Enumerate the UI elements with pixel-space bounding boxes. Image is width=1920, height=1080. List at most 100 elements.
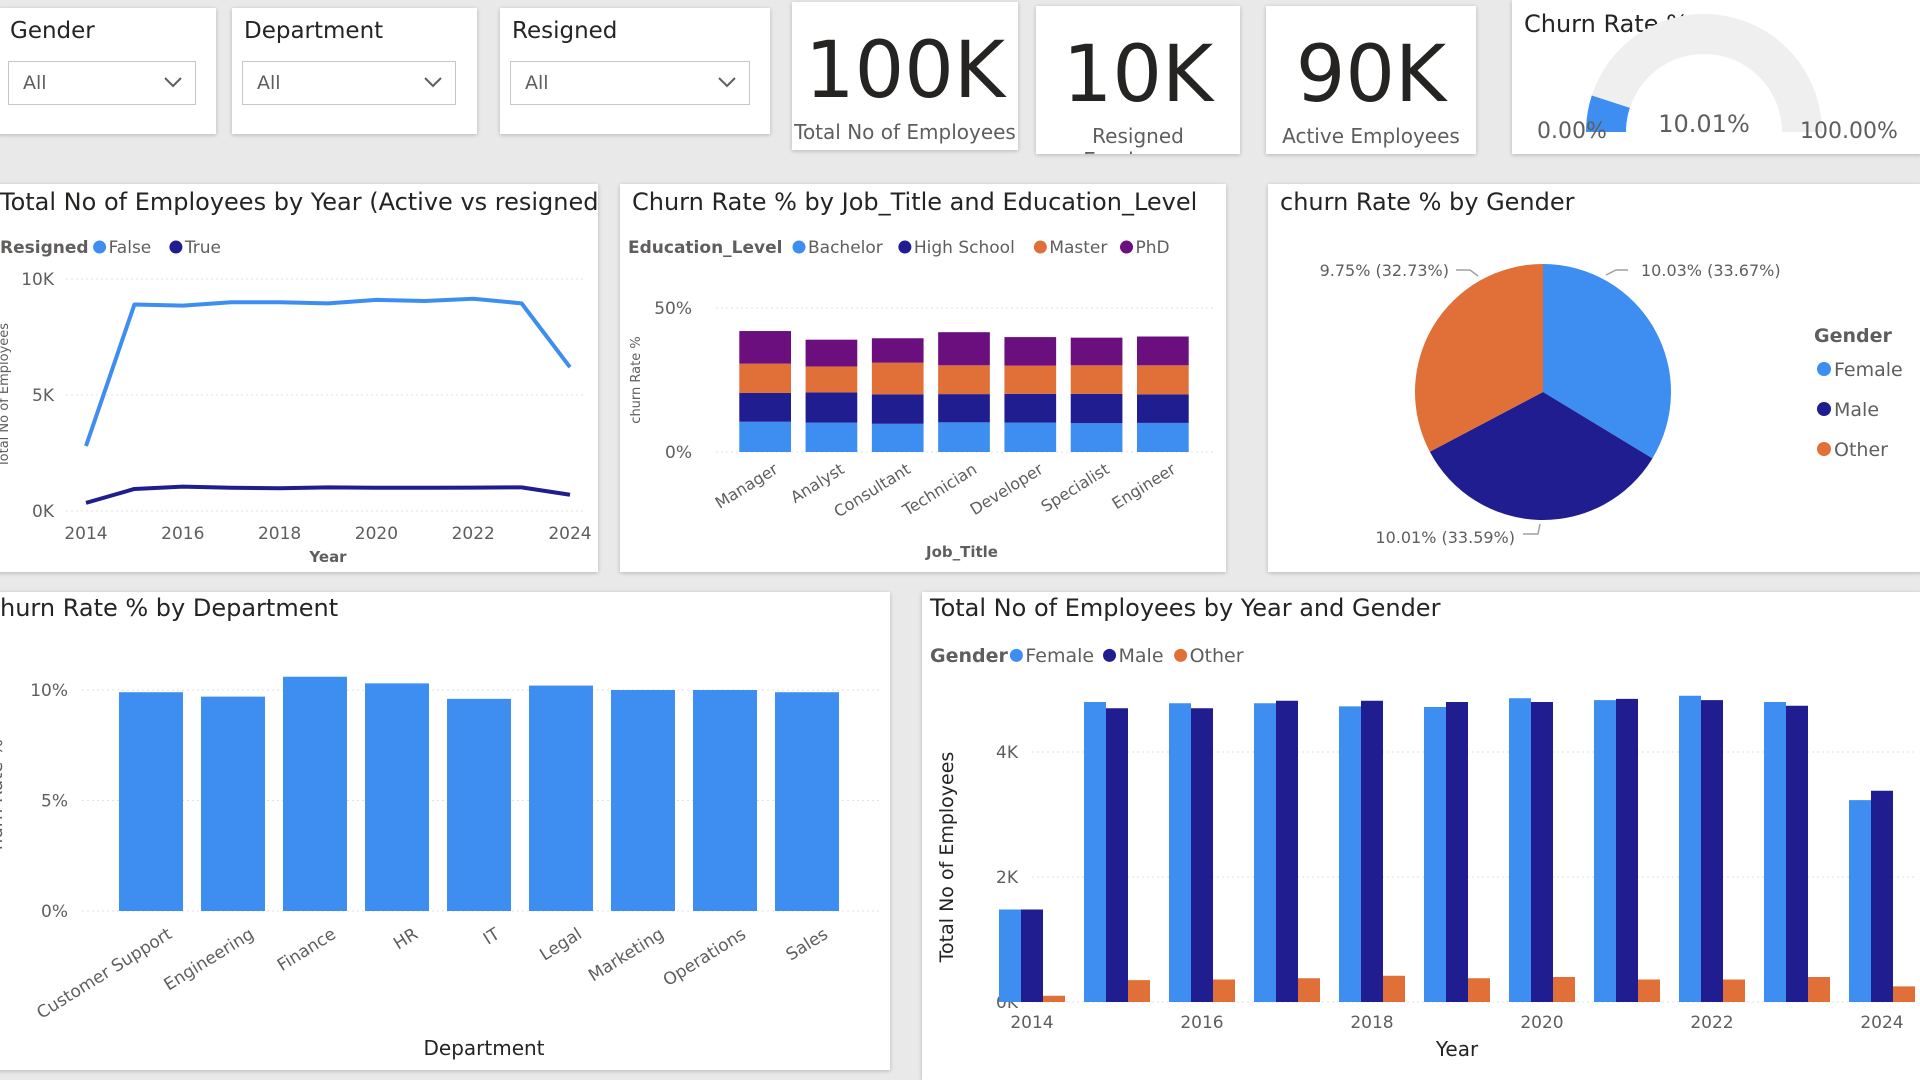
legend-item: Other — [1834, 439, 1888, 461]
bar — [447, 698, 511, 911]
y-axis-label: hurn Rate % — [0, 739, 7, 850]
bar-segment-bachelor — [805, 422, 858, 452]
resigned-slicer: Resigned All — [500, 8, 770, 134]
kpi-total-employees: 100K Total No of Employees — [792, 2, 1018, 150]
bar-other — [1893, 986, 1915, 1002]
kpi-resigned-employees: 10K Resigned Employees — [1036, 6, 1240, 154]
x-axis-label: Job_Title — [925, 543, 998, 561]
legend-item: Male — [1119, 645, 1164, 667]
department-dropdown-value: All — [257, 72, 281, 94]
y-tick-label: 4K — [996, 743, 1019, 763]
bar-segment-phd — [938, 332, 990, 366]
legend-marker — [792, 240, 806, 254]
series-line-true — [85, 484, 571, 505]
y-tick-label: 2K — [996, 868, 1019, 888]
resigned-dropdown[interactable]: All — [510, 61, 750, 105]
x-tick-label: Engineer — [1108, 459, 1179, 513]
bar-other — [1468, 978, 1490, 1002]
bar-female — [1594, 700, 1616, 1002]
y-tick-label: 0% — [41, 902, 68, 922]
bar-segment-phd — [1004, 337, 1057, 366]
legend-marker — [1817, 362, 1831, 376]
bar-segment-master — [1070, 365, 1123, 394]
leader-line — [1605, 269, 1628, 276]
bar-segment-high-school — [1004, 393, 1057, 423]
employees-by-year-line-chart: Resigned False True 10K 5K 0K 2014 2016 2018 2020… — [0, 238, 592, 566]
bar-male — [1106, 708, 1128, 1002]
y-tick-label: 50% — [654, 299, 692, 319]
bar-female — [1849, 800, 1871, 1002]
y-tick-label: 10K — [21, 270, 55, 290]
department-dropdown[interactable]: All — [242, 61, 456, 105]
bar — [365, 683, 429, 911]
x-tick-label: 2014 — [64, 524, 107, 544]
series-line-false — [84, 296, 572, 447]
bar-male — [1191, 708, 1213, 1002]
x-axis-label: Year — [1435, 1037, 1479, 1061]
bar-segment-high-school — [1070, 393, 1123, 424]
legend-item: Master — [1049, 238, 1107, 258]
data-label: 9.75% (32.73%) — [1320, 261, 1449, 280]
chart-title: Total No of Employees by Year and Gender — [930, 594, 1441, 622]
legend-item: PhD — [1136, 238, 1170, 258]
x-tick-label: 2024 — [548, 524, 591, 544]
legend-item: False — [109, 238, 152, 258]
bar-segment-master — [739, 363, 791, 393]
churn-rate-gauge: 0.00% 100.00% 10.01% — [1537, 14, 1898, 144]
gender-dropdown[interactable]: All — [8, 61, 196, 105]
chart-title: churn Rate % by Gender — [1280, 188, 1575, 216]
x-tick-label: 2016 — [161, 524, 204, 544]
bar-segment-phd — [805, 339, 858, 367]
bar-segment-bachelor — [1137, 422, 1189, 452]
x-tick-label: Legal — [536, 924, 585, 965]
chart-title: Churn Rate % by Job_Title and Education_… — [632, 188, 1198, 216]
legend-marker — [1103, 648, 1117, 662]
bar-female — [1254, 703, 1276, 1002]
bar-male — [1021, 909, 1043, 1002]
bar — [119, 692, 183, 911]
x-tick-label: Sales — [783, 924, 832, 965]
legend-marker — [1817, 402, 1831, 416]
gauge-track — [1586, 14, 1822, 132]
x-tick-label: Developer — [967, 459, 1047, 519]
bar-other — [1808, 977, 1830, 1002]
chevron-down-icon — [718, 77, 736, 88]
legend-item: Female — [1025, 645, 1094, 667]
legend-item: Female — [1834, 359, 1903, 381]
bar-male — [1361, 700, 1383, 1002]
employees-by-year-gender-card: Total No of Employees by Year and Gender… — [922, 592, 1920, 1080]
x-axis-label: Year — [308, 548, 347, 566]
data-label: 10.01% (33.59%) — [1375, 528, 1515, 547]
y-axis-label: Total No of Employees — [0, 323, 12, 468]
bar-segment-bachelor — [1004, 422, 1057, 452]
y-tick-label: 0% — [665, 443, 692, 463]
kpi-value: 10K — [1062, 30, 1214, 120]
x-tick-label: 2020 — [355, 524, 398, 544]
bar-segment-phd — [871, 338, 924, 363]
legend-marker — [1120, 240, 1133, 254]
department-slicer: Department All — [232, 8, 477, 134]
bar-other — [1298, 978, 1320, 1002]
bar-female — [1424, 707, 1446, 1002]
bar — [611, 690, 675, 911]
bar-other — [1128, 980, 1150, 1002]
resigned-dropdown-value: All — [525, 72, 549, 94]
bar-female — [1679, 695, 1701, 1002]
y-tick-label: 5% — [41, 792, 68, 812]
bar-other — [1383, 975, 1405, 1002]
churn-by-gender-card: churn Rate % by Gender 10.03% (33.67%) 10… — [1268, 184, 1920, 572]
bar — [529, 685, 593, 911]
x-tick-label: Engineering — [161, 924, 258, 995]
legend-item: Male — [1834, 399, 1879, 421]
legend-title: Gender — [930, 645, 1008, 667]
gender-dropdown-value: All — [23, 72, 47, 94]
x-tick-label: 2020 — [1520, 1013, 1563, 1033]
bar-segment-phd — [1070, 337, 1123, 366]
bar-segment-master — [805, 366, 858, 393]
x-tick-label: 2018 — [258, 524, 301, 544]
leader-line — [1523, 523, 1541, 535]
bar-segment-high-school — [739, 392, 791, 422]
legend-marker — [169, 240, 183, 254]
x-axis-label: Department — [423, 1036, 544, 1060]
